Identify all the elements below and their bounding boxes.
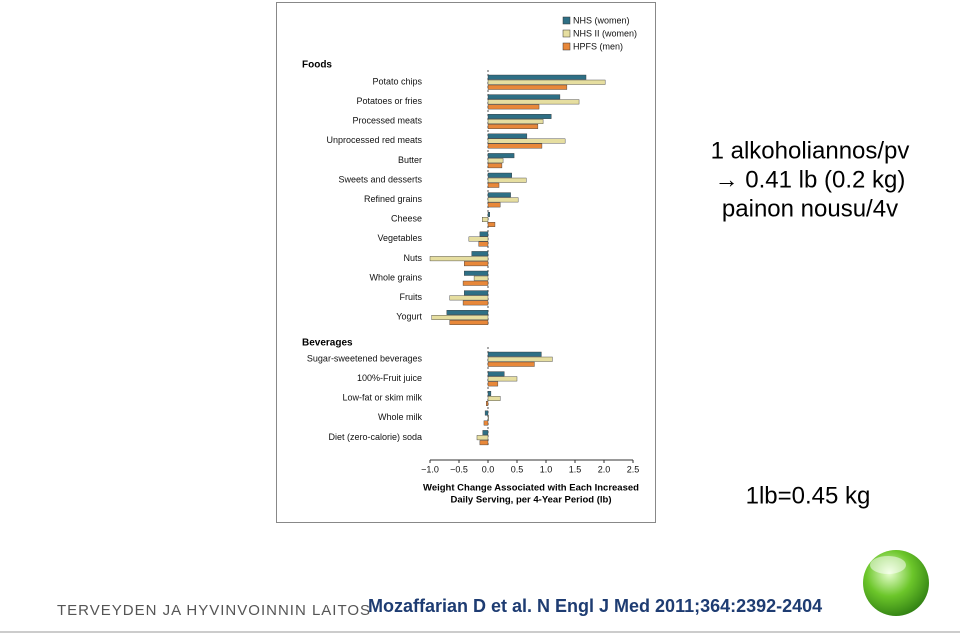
bar: [487, 84, 568, 90]
bar: [487, 221, 496, 227]
note-line: → 0.41 lb (0.2 kg): [715, 166, 906, 193]
legend-swatch: [562, 42, 571, 51]
legend-label: NHS II (women): [573, 28, 637, 38]
bar: [487, 371, 505, 377]
bar: [487, 197, 519, 203]
legend-label: HPFS (men): [573, 41, 623, 51]
bar: [462, 300, 489, 306]
bar: [487, 356, 553, 362]
category-label: Unprocessed red meats: [326, 135, 422, 145]
bar: [487, 94, 561, 100]
category-label: Potato chips: [372, 76, 422, 86]
bar: [429, 256, 489, 262]
x-tick-label: 2.5: [627, 464, 640, 474]
bar: [471, 251, 489, 257]
category-label: Refined grains: [364, 194, 423, 204]
bar: [487, 133, 528, 139]
bar: [487, 143, 543, 149]
bar: [487, 177, 527, 183]
bar: [449, 320, 489, 325]
bar: [478, 241, 489, 247]
note-line: 1 alkoholiannos/pv: [711, 137, 910, 164]
bar: [487, 113, 552, 119]
bar: [483, 420, 489, 426]
bar: [487, 211, 490, 217]
x-tick-label: 2.0: [598, 464, 611, 474]
bar: [473, 275, 489, 281]
bar: [487, 118, 544, 124]
category-label: Diet (zero-calorie) soda: [328, 432, 422, 442]
bar: [487, 351, 542, 357]
x-tick-label: 0.5: [511, 464, 524, 474]
bar: [487, 192, 511, 198]
bar: [487, 158, 504, 164]
category-label: Vegetables: [377, 233, 422, 243]
category-label: Fruits: [400, 292, 423, 302]
category-label: Whole milk: [378, 412, 423, 422]
category-label: Whole grains: [369, 272, 422, 282]
bar: [484, 410, 489, 416]
x-tick-label: −0.5: [450, 464, 468, 474]
x-tick-label: 0.0: [482, 464, 495, 474]
bar: [487, 396, 501, 401]
bar: [487, 153, 515, 159]
bar: [462, 280, 489, 286]
note-line: painon nousu/4v: [722, 195, 898, 222]
x-tick-label: 1.0: [540, 464, 553, 474]
category-label: Processed meats: [352, 116, 422, 126]
bar: [449, 295, 489, 301]
bar: [479, 231, 489, 237]
bar: [479, 440, 489, 446]
x-axis-label: Daily Serving, per 4-Year Period (lb): [450, 495, 611, 506]
bar: [487, 361, 535, 367]
bar: [487, 138, 566, 144]
bar: [482, 216, 489, 222]
category-label: Sweets and desserts: [338, 174, 422, 184]
bar: [487, 163, 503, 169]
bar: [487, 104, 540, 110]
organization: TERVEYDEN JA HYVINVOINNIN LAITOS: [57, 602, 371, 619]
legend-swatch: [562, 29, 571, 38]
category-label: Butter: [398, 155, 422, 165]
category-label: 100%-Fruit juice: [357, 373, 422, 383]
citation: Mozaffarian D et al. N Engl J Med 2011;3…: [368, 596, 822, 616]
category-label: Low-fat or skim milk: [342, 393, 422, 403]
bar: [464, 290, 489, 296]
bar: [487, 381, 499, 387]
bar: [487, 123, 539, 129]
x-tick-label: −1.0: [421, 464, 439, 474]
bar: [486, 401, 489, 406]
bar: [487, 79, 606, 85]
bar: [446, 310, 489, 315]
category-label: Sugar-sweetened beverages: [307, 353, 423, 363]
category-label: Yogurt: [396, 312, 422, 322]
bar: [464, 270, 489, 276]
bar: [464, 261, 489, 267]
bar: [431, 315, 489, 320]
bar: [487, 182, 500, 188]
section-title: Foods: [302, 60, 332, 71]
section-title: Beverages: [302, 338, 353, 349]
bar: [482, 430, 489, 436]
bar: [487, 99, 580, 105]
bar: [487, 74, 587, 80]
category-label: Cheese: [391, 214, 422, 224]
conversion: 1lb=0.45 kg: [746, 482, 871, 509]
bar: [487, 172, 512, 178]
bar: [476, 435, 489, 441]
bar: [487, 415, 489, 421]
legend-label: NHS (women): [573, 15, 630, 25]
logo-highlight: [870, 556, 906, 574]
bar: [487, 202, 501, 208]
x-axis-label: Weight Change Associated with Each Incre…: [423, 483, 639, 494]
x-tick-label: 1.5: [569, 464, 582, 474]
bar: [487, 391, 492, 396]
category-label: Nuts: [403, 253, 422, 263]
category-label: Potatoes or fries: [356, 96, 422, 106]
bar: [487, 376, 518, 382]
legend-swatch: [562, 16, 571, 25]
bar: [468, 236, 489, 242]
